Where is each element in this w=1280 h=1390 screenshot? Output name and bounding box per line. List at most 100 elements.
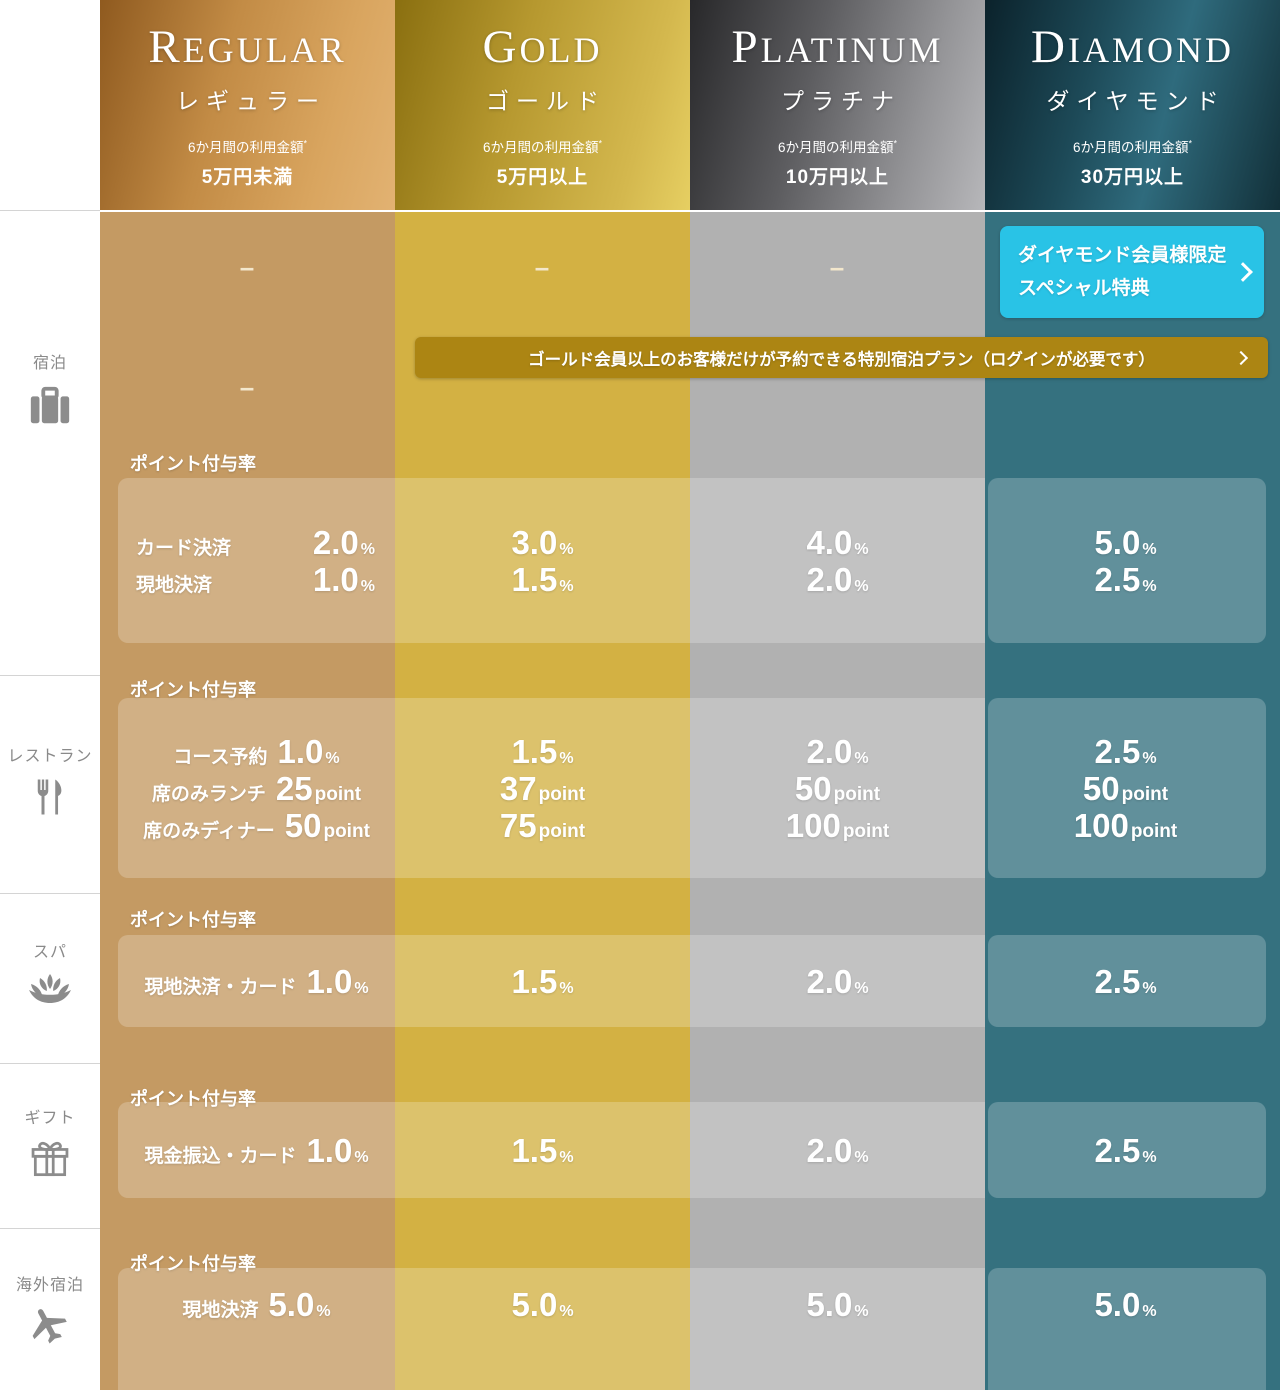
benefit-value: 75: [499, 806, 537, 844]
benefit-cell-tier1: 5.0%: [395, 1268, 690, 1390]
benefit-label: 現金振込・カード: [144, 1145, 297, 1167]
diamond-special-benefits-button[interactable]: ダイヤモンド会員様限定 スペシャル特典: [1000, 226, 1264, 318]
benefit-value: 50: [284, 806, 322, 844]
benefit-cell-tier2: 2.0% 50 point 100 point: [690, 698, 985, 878]
benefit-unit: %: [1142, 1303, 1157, 1320]
tier-header-regular: REGULAR レギュラー 6か月間の利用金額* 5万円未満: [100, 0, 395, 210]
benefit-unit: %: [854, 1303, 869, 1320]
tier-name: GOLD: [482, 21, 603, 73]
diamond-column-background: [985, 212, 1280, 1390]
benefit-cell-tier0: コース予約 1.0% 席のみランチ 25 point 席のみディナー 50 point: [118, 698, 395, 878]
benefit-unit: %: [360, 540, 375, 558]
benefit-unit: %: [854, 540, 869, 558]
points-rate-header: ポイント付与率: [130, 680, 256, 700]
benefit-unit: %: [1142, 540, 1157, 558]
gift-points-panel-diamond: [988, 1102, 1266, 1198]
benefit-unit: point: [1130, 820, 1178, 842]
sidebar-label: ギフト: [24, 1110, 76, 1127]
benefit-cell-tier0: 現金振込・カード 1.0%: [118, 1102, 395, 1198]
benefit-unit: %: [1142, 749, 1157, 767]
benefit-unit: %: [1142, 979, 1157, 997]
tier-threshold: 10万円以上: [785, 167, 890, 188]
benefit-cell-tier2: 2.0%: [690, 1102, 985, 1198]
benefit-label: 現地決済: [136, 574, 213, 596]
benefit-value: 5.0: [806, 1286, 853, 1323]
points-rate-header: ポイント付与率: [130, 910, 256, 930]
empty-cell-dash: –: [239, 372, 255, 402]
diamond-button-line2: スペシャル特典: [1018, 278, 1150, 299]
benefit-cell-tier3: 2.5%: [985, 935, 1266, 1027]
benefit-value: 1.5: [511, 1131, 558, 1169]
empty-cell-dash: –: [239, 252, 255, 282]
benefit-cell-tier1: 1.5%: [395, 1102, 690, 1198]
benefit-cell-tier2: 5.0%: [690, 1268, 985, 1390]
sidebar-label: スパ: [32, 944, 67, 961]
benefit-value: 1.5: [511, 962, 558, 1000]
sidebar-item-restaurant: レストラン: [0, 675, 100, 893]
tier-threshold: 5万円未満: [201, 167, 294, 188]
tier-usage-note: 6か月間の利用金額*: [777, 138, 898, 156]
spa-points-panel: [118, 935, 985, 1027]
tier-name: DIAMOND: [1031, 21, 1234, 73]
category-sidebar: 宿泊 レストラン スパ: [0, 210, 100, 1390]
benefit-cell-tier3: 5.0%: [985, 1268, 1266, 1390]
tier-kana: レギュラー: [176, 88, 326, 114]
points-rate-header: ポイント付与率: [130, 454, 256, 474]
benefit-label: 現地決済: [182, 1300, 259, 1321]
benefit-value: 2.0: [806, 732, 853, 770]
benefit-unit: %: [559, 749, 574, 767]
benefit-unit: %: [559, 577, 574, 595]
benefit-value: 2.0: [806, 560, 853, 598]
tier-kana: プラチナ: [781, 88, 901, 114]
benefit-unit: point: [833, 783, 881, 805]
benefit-value: 50: [794, 769, 832, 807]
benefit-cell-tier3: 2.5%: [985, 1102, 1266, 1198]
platinum-column-background: [690, 212, 985, 1390]
airplane-icon: [19, 1298, 81, 1362]
benefit-value: 37: [499, 769, 537, 807]
benefit-cell-tier1: 1.5%: [395, 935, 690, 1027]
overseas-points-panel-diamond: [988, 1268, 1266, 1390]
spa-points-panel-diamond: [988, 935, 1266, 1027]
benefit-value: 5.0: [1094, 1286, 1141, 1323]
benefit-unit: %: [559, 979, 574, 997]
benefit-value: 2.0: [806, 962, 853, 1000]
benefit-value: 2.5: [1094, 962, 1141, 1000]
benefit-unit: %: [1142, 1148, 1157, 1166]
benefit-label: 席のみランチ: [151, 783, 266, 805]
benefit-unit: %: [854, 577, 869, 595]
benefit-cell-tier0: 現地決済 5.0%: [118, 1268, 395, 1390]
benefit-unit: point: [842, 820, 890, 842]
benefit-unit: %: [854, 979, 869, 997]
gift-points-panel: [118, 1102, 985, 1198]
gift-icon: [28, 1138, 72, 1187]
restaurant-points-panel: [118, 698, 985, 878]
benefit-value: 1.0: [277, 732, 324, 770]
gold-column-background: [395, 212, 690, 1390]
sidebar-label: 宿泊: [32, 355, 67, 372]
benefit-value: 3.0: [511, 523, 558, 561]
benefit-unit: %: [354, 979, 369, 997]
benefit-value: 2.0: [806, 1131, 853, 1169]
tier-name: REGULAR: [148, 21, 347, 73]
gold-special-plan-banner[interactable]: ゴールド会員以上のお客様だけが予約できる特別宿泊プラン（ログインが必要です）: [415, 337, 1268, 378]
benefit-unit: point: [323, 820, 370, 842]
chevron-right-icon: [1233, 350, 1249, 365]
benefit-value: 100: [785, 806, 841, 844]
benefit-unit: %: [559, 1148, 574, 1166]
tier-kana: ゴールド: [486, 88, 606, 114]
points-rate-header: ポイント付与率: [130, 1089, 256, 1109]
benefit-cell-tier2: 4.0% 2.0%: [690, 478, 985, 643]
benefit-unit: point: [538, 783, 586, 805]
benefit-cell-tier3: 2.5% 50 point 100 point: [985, 698, 1266, 878]
fork-knife-icon: [29, 776, 71, 823]
tier-usage-note: 6か月間の利用金額*: [187, 138, 308, 156]
benefit-cell-tier0: カード決済 2.0% 現地決済 1.0%: [118, 478, 395, 643]
benefit-cell-tier0: 現地決済・カード 1.0%: [118, 935, 395, 1027]
lotus-icon: [26, 972, 74, 1017]
benefit-unit: %: [854, 1148, 869, 1166]
benefit-unit: %: [854, 749, 869, 767]
sidebar-label: レストラン: [7, 748, 93, 765]
tier-header-platinum: PLATINUM プラチナ 6か月間の利用金額* 10万円以上: [690, 0, 985, 210]
benefit-unit: point: [1121, 783, 1169, 805]
